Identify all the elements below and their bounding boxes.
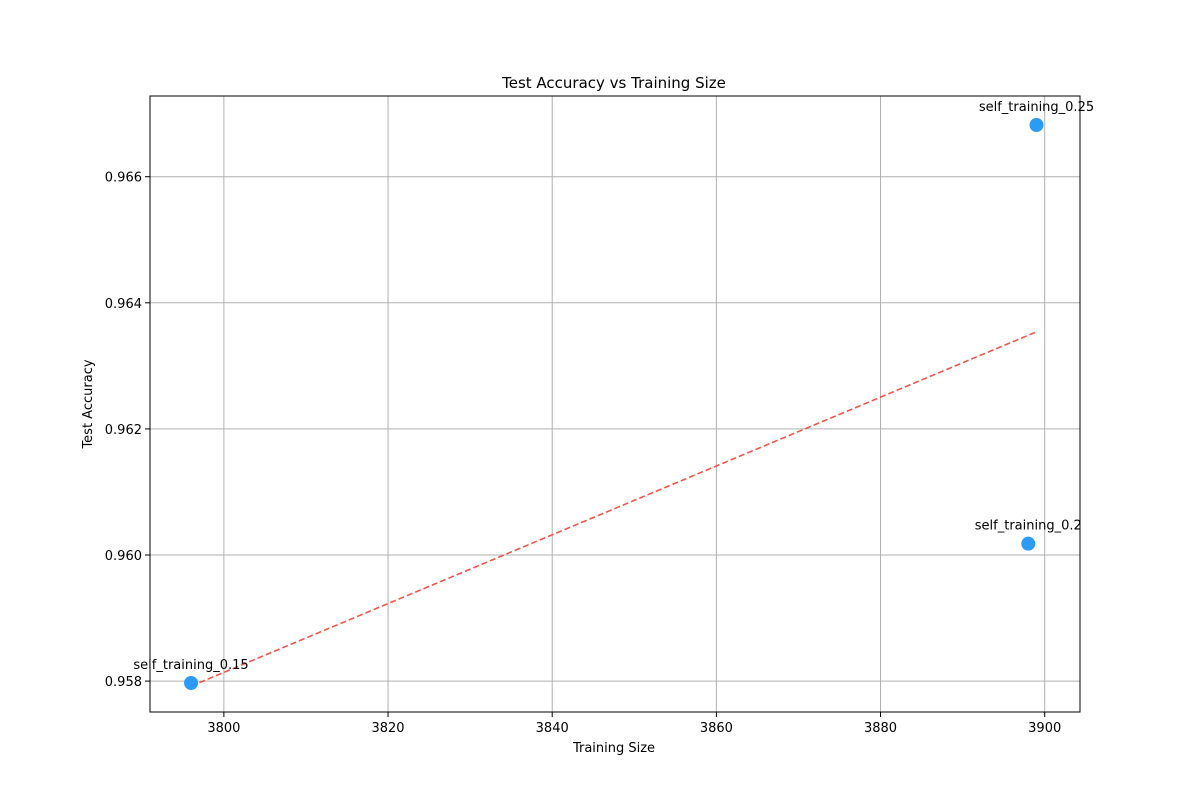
x-tick-label: 3840 — [536, 721, 569, 736]
x-axis-ticks: 3800 3820 3840 3860 3880 3900 — [207, 712, 1061, 736]
points-group: self_training_0.15 self_training_0.2 self_… — [133, 100, 1094, 690]
x-axis-label: Training Size — [572, 741, 655, 756]
grid — [150, 96, 1080, 712]
y-tick-label: 0.966 — [105, 171, 142, 186]
plot-frame — [149, 95, 1081, 713]
point-label: self_training_0.2 — [975, 519, 1082, 534]
data-point — [1029, 118, 1044, 133]
data-point — [1021, 536, 1036, 551]
x-tick-label: 3900 — [1028, 721, 1061, 736]
x-tick-label: 3800 — [207, 721, 240, 736]
point-label: self_training_0.25 — [979, 100, 1094, 115]
point-label: self_training_0.15 — [133, 658, 248, 673]
y-tick-label: 0.964 — [105, 297, 142, 312]
y-tick-label: 0.962 — [105, 423, 142, 438]
y-tick-label: 0.958 — [105, 675, 142, 690]
y-axis-label: Test Accuracy — [81, 359, 96, 449]
y-tick-label: 0.960 — [105, 549, 142, 564]
x-tick-label: 3880 — [864, 721, 897, 736]
chart-title: Test Accuracy vs Training Size — [501, 74, 726, 92]
x-tick-label: 3820 — [371, 721, 404, 736]
y-axis-ticks: 0.958 0.960 0.962 0.964 0.966 — [105, 171, 150, 690]
data-point — [184, 675, 199, 690]
x-tick-label: 3860 — [700, 721, 733, 736]
